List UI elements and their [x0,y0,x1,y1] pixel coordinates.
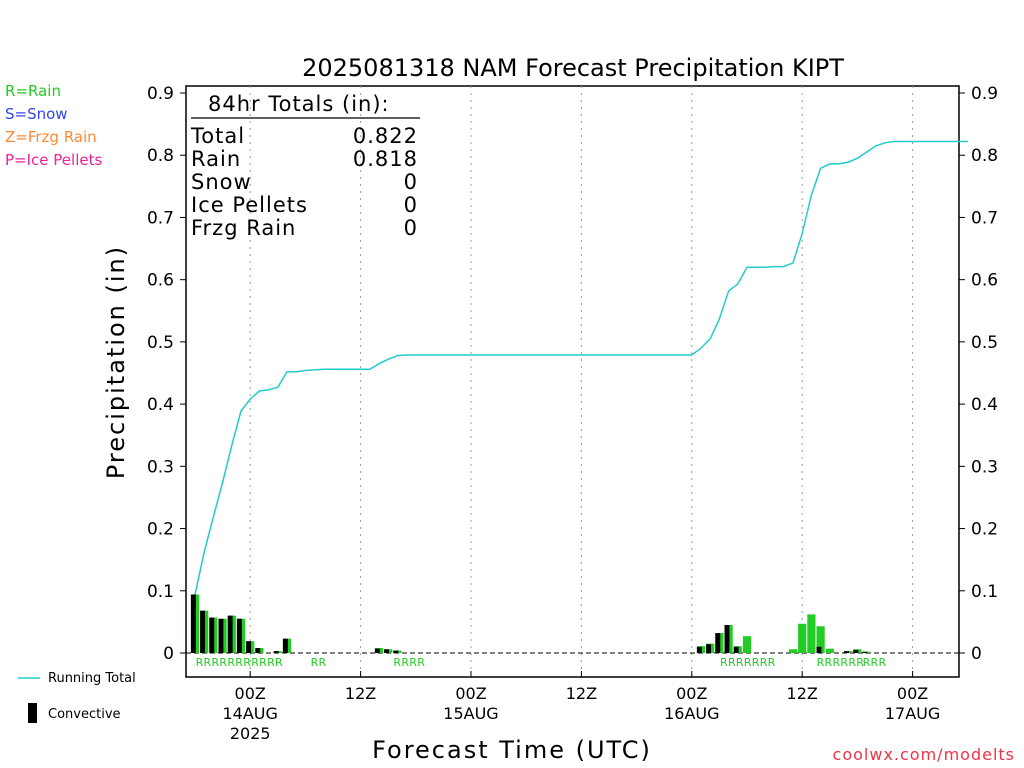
convective-bar [816,646,822,653]
y-tick-label-right: 0.2 [971,520,998,540]
x-tick-label: 00Z [676,684,707,703]
ptype-labels: RRRRRRRRRRR RR RRRR RRRRRRR RRRRRRRRR [196,656,887,669]
totals-value: 0 [404,170,418,194]
ptype-label: RRRRRR [817,656,865,669]
convective-bar [733,646,739,653]
y-tick-label-left: 0.1 [147,582,174,602]
precip-bar [788,649,798,653]
ptype-label: RRRR [393,656,425,669]
type-legend-item: Z=Frzg Rain [5,128,97,146]
ptype-label: RRR [863,656,887,669]
convective-bar [853,649,859,653]
totals-value: 0 [404,216,418,240]
y-tick-label-right: 0.3 [971,457,998,477]
chart-title: 2025081318 NAM Forecast Precipitation KI… [302,54,844,82]
x-tick-label: 15AUG [443,704,498,723]
y-tick-label-right: 0.6 [971,271,998,291]
precip-bar [742,636,752,653]
ptype-label: RRRRRRR [720,656,776,669]
x-tick-label: 14AUG [222,704,277,723]
totals-value: 0 [404,193,418,217]
convective-bar [218,618,224,653]
y-tick-label-right: 0 [971,644,982,664]
convective-legend-label: Convective [48,707,121,722]
y-tick-label-right: 0.7 [971,208,998,228]
y-tick-label-left: 0.4 [147,395,174,415]
plot-frame [185,85,960,678]
precip-type-legend: R=Rain S=Snow Z=Frzg Rain P=Ice Pellets [5,82,102,169]
convective-bar [246,641,252,653]
totals-label: Rain [191,147,241,171]
y-tick-label-left: 0.2 [147,520,174,540]
x-tick-label: 2025 [230,724,271,743]
ptype-label: RRRRRRRRRRR [196,656,283,669]
y-tick-label-right: 0.8 [971,146,998,166]
convective-bar [227,615,233,653]
x-tick-label: 00Z [897,684,928,703]
x-tick-label: 17AUG [885,704,940,723]
y-tick-label-left: 0 [163,644,174,664]
credit-text: coolwx.com/modelts [833,745,1015,764]
y-tick-label-right: 0.4 [971,395,998,415]
running-total-line [194,140,968,595]
precip-bar [816,626,825,653]
totals-label: Total [190,124,245,148]
precip-bar [798,623,807,653]
ptype-label: RR [311,656,327,669]
y-tick-label-left: 0.9 [147,84,174,104]
totals-label: Ice Pellets [191,193,308,217]
x-tick-label: 00Z [235,684,266,703]
convective-bar [715,633,721,653]
type-legend-item: P=Ice Pellets [5,151,102,169]
convective-bar [236,618,242,653]
convective-bar [273,651,279,653]
type-legend-item: R=Rain [5,82,61,100]
convective-bar [384,649,390,653]
convective-bar [374,648,380,653]
precip-bar [825,648,834,653]
convective-bar [200,610,206,653]
y-tick-label-right: 0.5 [971,333,998,353]
vertical-gridlines [249,86,914,677]
x-axis-label: Forecast Time (UTC) [372,736,652,764]
convective-bar [862,651,868,653]
totals-value: 0.818 [353,147,418,171]
precip-bar [807,614,816,653]
precip-bars [190,594,871,653]
totals-value: 0.822 [353,124,418,148]
convective-bar [282,638,288,653]
totals-box: 84hr Totals (in): Total 0.822 Rain 0.818 Sno… [190,92,420,240]
x-tick-label: 12Z [566,684,597,703]
totals-label: Frzg Rain [191,216,296,240]
x-tick-label: 00Z [455,684,486,703]
y-tick-label-left: 0.3 [147,457,174,477]
convective-bar [393,650,399,653]
type-legend-item: S=Snow [5,105,68,123]
convective-legend-swatch [28,703,37,723]
y-tick-label-left: 0.8 [147,146,174,166]
convective-bar [706,644,712,653]
convective-bar [724,625,730,653]
totals-label: Snow [191,170,252,194]
running-total-legend-label: Running Total [48,671,136,686]
y-axis-ticks: 0 00.1 0.10.2 0.20.3 0.30.4 0.40.5 0.50.6 0.60.… [147,84,998,664]
y-axis-label: Precipitation (in) [102,245,130,479]
convective-bar [209,617,215,653]
convective-bar [696,646,702,653]
convective-bar [190,594,196,653]
y-tick-label-right: 0.1 [971,582,998,602]
totals-heading: 84hr Totals (in): [208,92,390,116]
y-tick-label-right: 0.9 [971,84,998,104]
convective-bar [844,651,850,653]
x-tick-label: 12Z [787,684,818,703]
x-tick-label: 16AUG [664,704,719,723]
series-legend: Running Total Convective [18,671,136,723]
y-tick-label-left: 0.7 [147,208,174,228]
x-tick-label: 12Z [345,684,376,703]
y-tick-label-left: 0.6 [147,271,174,291]
convective-bar [255,648,261,653]
y-tick-label-left: 0.5 [147,333,174,353]
